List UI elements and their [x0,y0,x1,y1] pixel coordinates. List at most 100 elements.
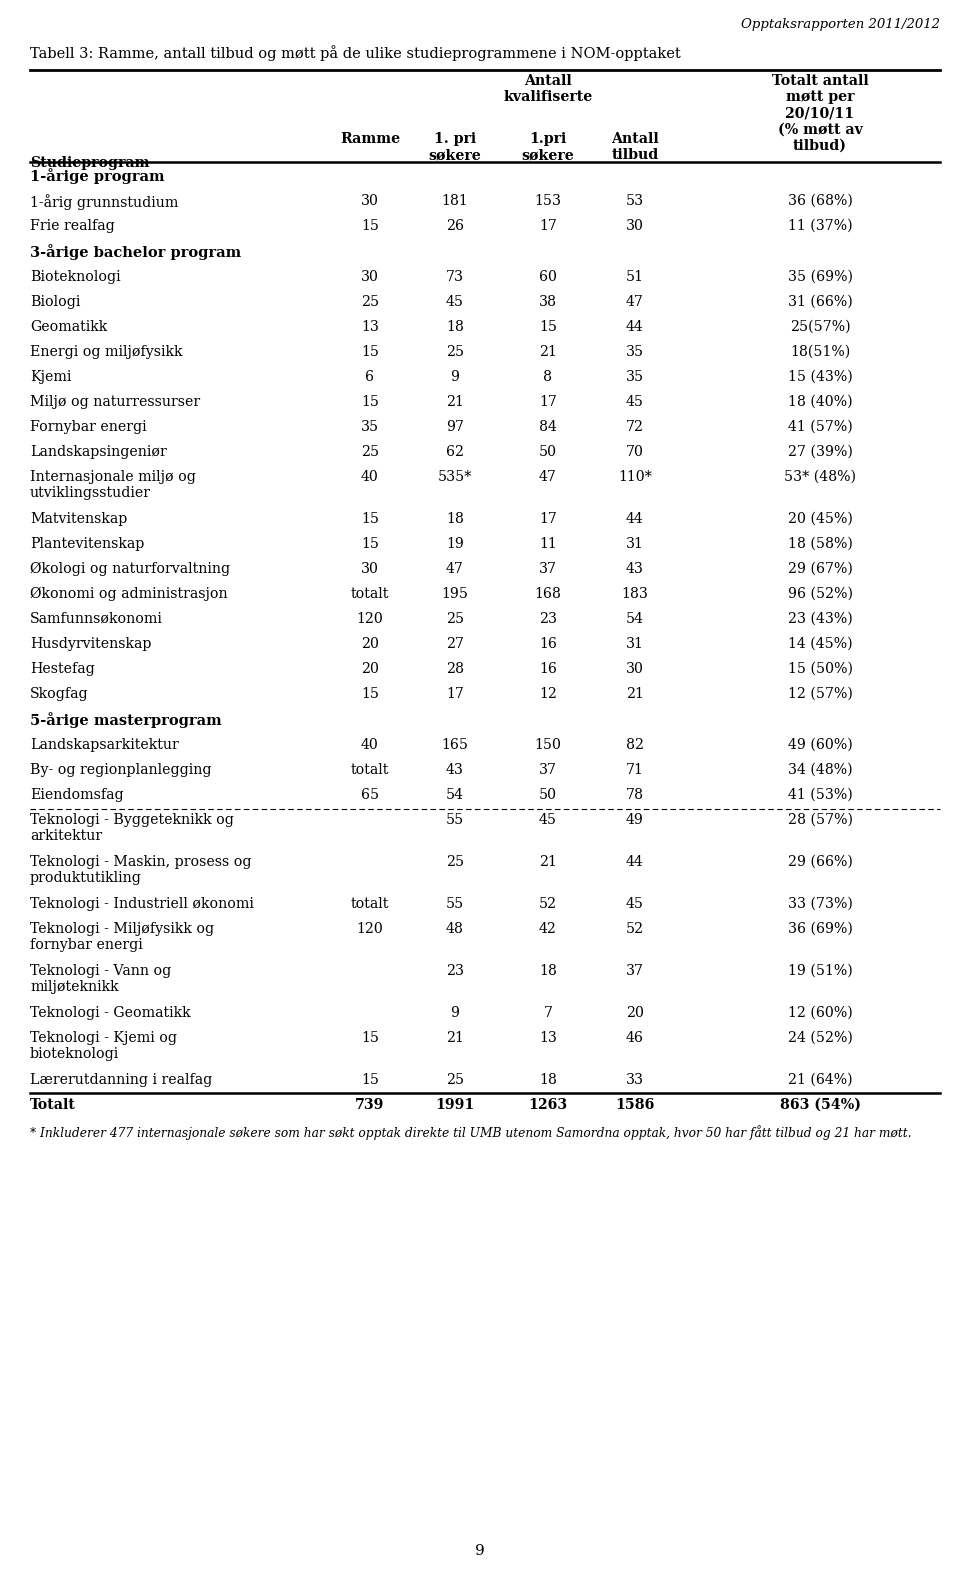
Text: 96 (52%): 96 (52%) [787,588,852,600]
Text: 3-årige bachelor program: 3-årige bachelor program [30,243,241,259]
Text: Bioteknologi: Bioteknologi [30,270,121,284]
Text: By- og regionplanlegging: By- og regionplanlegging [30,763,211,777]
Text: 21: 21 [626,687,644,702]
Text: 55: 55 [445,897,464,912]
Text: 15 (50%): 15 (50%) [787,662,852,676]
Text: 20: 20 [361,662,379,676]
Text: 21: 21 [540,855,557,869]
Text: 47: 47 [540,469,557,483]
Text: Energi og miljøfysikk: Energi og miljøfysikk [30,344,182,359]
Text: 25(57%): 25(57%) [790,321,851,333]
Text: 153: 153 [535,194,562,209]
Text: 36 (68%): 36 (68%) [787,194,852,209]
Text: 54: 54 [446,788,464,803]
Text: Ramme: Ramme [340,133,400,145]
Text: 8: 8 [543,370,553,384]
Text: 18: 18 [540,1073,557,1087]
Text: 183: 183 [621,588,648,600]
Text: 1991: 1991 [436,1098,474,1112]
Text: Frie realfag: Frie realfag [30,220,115,232]
Text: 43: 43 [446,763,464,777]
Text: 863 (54%): 863 (54%) [780,1098,860,1112]
Text: 52: 52 [539,897,557,912]
Text: 168: 168 [535,588,562,600]
Text: 1263: 1263 [528,1098,567,1112]
Text: 47: 47 [446,562,464,577]
Text: 53* (48%): 53* (48%) [784,469,856,483]
Text: 21: 21 [540,344,557,359]
Text: 21 (64%): 21 (64%) [788,1073,852,1087]
Text: Antall
kvalifiserte: Antall kvalifiserte [503,74,592,104]
Text: Teknologi - Maskin, prosess og
produktutikling: Teknologi - Maskin, prosess og produktut… [30,855,252,885]
Text: 49: 49 [626,814,644,826]
Text: 42: 42 [540,923,557,935]
Text: 1.pri
søkere: 1.pri søkere [521,133,574,163]
Text: 65: 65 [361,788,379,803]
Text: 28 (57%): 28 (57%) [787,814,852,826]
Text: 47: 47 [626,295,644,310]
Text: 31: 31 [626,637,644,651]
Text: Lærerutdanning i realfag: Lærerutdanning i realfag [30,1073,212,1087]
Text: 18(51%): 18(51%) [790,344,851,359]
Text: 12 (57%): 12 (57%) [787,687,852,702]
Text: 9: 9 [475,1544,485,1558]
Text: Hestefag: Hestefag [30,662,95,676]
Text: 120: 120 [356,611,383,626]
Text: 13: 13 [540,1032,557,1044]
Text: Internasjonale miljø og
utviklingsstudier: Internasjonale miljø og utviklingsstudie… [30,469,196,501]
Text: totalt: totalt [350,588,389,600]
Text: 33 (73%): 33 (73%) [787,897,852,912]
Text: 54: 54 [626,611,644,626]
Text: 5-årige masterprogram: 5-årige masterprogram [30,713,222,728]
Text: 31 (66%): 31 (66%) [787,295,852,310]
Text: Biologi: Biologi [30,295,81,310]
Text: 15: 15 [361,344,379,359]
Text: 23: 23 [446,964,464,978]
Text: 13: 13 [361,321,379,333]
Text: Miljø og naturressurser: Miljø og naturressurser [30,395,200,409]
Text: 14 (45%): 14 (45%) [788,637,852,651]
Text: 165: 165 [442,738,468,752]
Text: 15 (43%): 15 (43%) [787,370,852,384]
Text: Totalt: Totalt [30,1098,76,1112]
Text: 17: 17 [446,687,464,702]
Text: 40: 40 [361,738,379,752]
Text: 78: 78 [626,788,644,803]
Text: Matvitenskap: Matvitenskap [30,512,128,526]
Text: 181: 181 [442,194,468,209]
Text: Skogfag: Skogfag [30,687,88,702]
Text: 30: 30 [361,194,379,209]
Text: 23 (43%): 23 (43%) [787,611,852,626]
Text: 15: 15 [361,687,379,702]
Text: 44: 44 [626,855,644,869]
Text: 1. pri
søkere: 1. pri søkere [428,133,481,163]
Text: 35: 35 [626,370,644,384]
Text: 37: 37 [539,763,557,777]
Text: 110*: 110* [618,469,652,483]
Text: * Inkluderer 477 internasjonale søkere som har søkt opptak direkte til UMB uteno: * Inkluderer 477 internasjonale søkere s… [30,1125,911,1139]
Text: 49 (60%): 49 (60%) [787,738,852,752]
Text: 50: 50 [539,446,557,460]
Text: 739: 739 [355,1098,385,1112]
Text: Samfunnsøkonomi: Samfunnsøkonomi [30,611,163,626]
Text: 43: 43 [626,562,644,577]
Text: Landskapsarkitektur: Landskapsarkitektur [30,738,179,752]
Text: 25: 25 [446,611,464,626]
Text: 51: 51 [626,270,644,284]
Text: 12 (60%): 12 (60%) [787,1006,852,1021]
Text: 50: 50 [539,788,557,803]
Text: 24 (52%): 24 (52%) [787,1032,852,1044]
Text: 25: 25 [361,295,379,310]
Text: 29 (67%): 29 (67%) [787,562,852,577]
Text: 9: 9 [450,1006,460,1021]
Text: Totalt antall
møtt per
20/10/11
(% møtt av
tilbud): Totalt antall møtt per 20/10/11 (% møtt … [772,74,869,153]
Text: 17: 17 [540,395,557,409]
Text: Teknologi - Industriell økonomi: Teknologi - Industriell økonomi [30,897,253,912]
Text: 15: 15 [361,1073,379,1087]
Text: 21: 21 [446,395,464,409]
Text: Tabell 3: Ramme, antall tilbud og møtt på de ulike studieprogrammene i NOM-oppta: Tabell 3: Ramme, antall tilbud og møtt p… [30,44,681,62]
Text: 28: 28 [446,662,464,676]
Text: 16: 16 [540,662,557,676]
Text: Plantevitenskap: Plantevitenskap [30,537,144,551]
Text: 25: 25 [446,1073,464,1087]
